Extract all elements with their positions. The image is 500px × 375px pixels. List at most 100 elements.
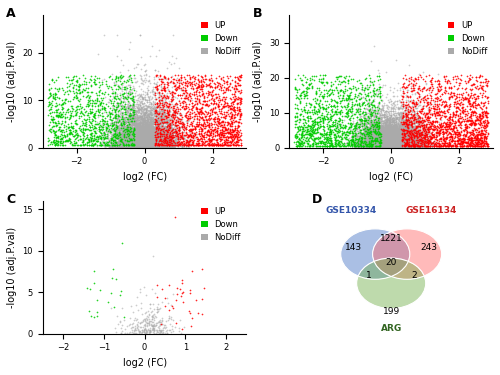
- Point: [203, 101, 211, 107]
- Point: [123, 129, 131, 135]
- Point: [472, 122, 480, 128]
- Point: [161, 142, 169, 148]
- Point: [376, 108, 384, 114]
- Point: [371, 129, 379, 135]
- Point: [378, 143, 386, 149]
- Point: [124, 142, 132, 148]
- Point: [106, 140, 114, 146]
- Point: [154, 128, 162, 134]
- Point: [130, 143, 138, 149]
- Point: [396, 142, 404, 148]
- Point: [405, 142, 413, 148]
- Point: [376, 73, 384, 79]
- Point: [351, 111, 359, 117]
- Point: [373, 140, 381, 146]
- Point: [361, 132, 369, 138]
- Point: [138, 136, 146, 142]
- Point: [144, 128, 152, 134]
- Point: [420, 128, 428, 134]
- Point: [392, 138, 400, 144]
- Point: [137, 129, 145, 135]
- Point: [385, 135, 393, 141]
- Point: [135, 101, 143, 107]
- Point: [139, 131, 147, 137]
- Point: [148, 134, 156, 140]
- Point: [382, 137, 390, 143]
- Point: [446, 120, 454, 126]
- Point: [410, 143, 418, 149]
- Point: [368, 142, 376, 148]
- Point: [102, 128, 110, 134]
- Point: [166, 134, 174, 140]
- Point: [384, 109, 392, 115]
- Point: [138, 122, 145, 128]
- Point: [398, 136, 406, 142]
- Point: [94, 102, 102, 108]
- Point: [138, 144, 145, 150]
- Point: [388, 143, 396, 149]
- Point: [406, 141, 413, 147]
- Point: [148, 144, 156, 150]
- Point: [158, 143, 166, 149]
- Point: [166, 134, 174, 140]
- Point: [128, 134, 136, 140]
- Point: [150, 140, 158, 146]
- Point: [123, 112, 131, 118]
- Point: [197, 142, 205, 148]
- Point: [390, 140, 398, 146]
- Point: [472, 134, 480, 140]
- Point: [144, 143, 152, 149]
- Point: [140, 143, 148, 149]
- Point: [412, 139, 420, 145]
- Point: [224, 134, 232, 140]
- Point: [406, 136, 414, 142]
- Point: [57, 127, 65, 133]
- Point: [151, 136, 159, 142]
- Point: [368, 144, 376, 150]
- Point: [378, 135, 386, 141]
- Point: [108, 90, 116, 96]
- Point: [48, 98, 56, 104]
- Point: [390, 144, 398, 150]
- Point: [136, 124, 144, 130]
- Point: [451, 130, 459, 136]
- Point: [415, 93, 423, 99]
- Point: [368, 137, 376, 143]
- Point: [392, 131, 400, 137]
- Point: [452, 76, 460, 82]
- Point: [380, 141, 388, 147]
- Point: [302, 74, 310, 80]
- Point: [155, 133, 163, 139]
- Point: [376, 135, 384, 141]
- Point: [458, 94, 466, 100]
- Point: [383, 142, 391, 148]
- Point: [138, 127, 145, 133]
- Point: [476, 99, 484, 105]
- Point: [130, 132, 138, 138]
- Point: [383, 132, 391, 138]
- Point: [130, 135, 138, 141]
- Point: [140, 117, 148, 123]
- Point: [376, 142, 384, 148]
- Point: [203, 98, 211, 104]
- Point: [138, 137, 145, 143]
- Point: [293, 105, 301, 111]
- Point: [116, 136, 124, 142]
- Point: [396, 141, 404, 147]
- Point: [312, 108, 320, 114]
- Point: [136, 127, 144, 133]
- Point: [376, 95, 384, 101]
- Point: [196, 133, 203, 139]
- Point: [134, 136, 142, 142]
- Point: [403, 143, 411, 149]
- Point: [396, 140, 404, 146]
- Point: [166, 142, 174, 148]
- Point: [150, 328, 158, 334]
- Point: [156, 142, 164, 148]
- Point: [138, 133, 145, 139]
- Point: [404, 141, 411, 147]
- Point: [393, 131, 401, 137]
- Point: [373, 140, 381, 146]
- Point: [148, 141, 156, 147]
- Point: [120, 139, 128, 145]
